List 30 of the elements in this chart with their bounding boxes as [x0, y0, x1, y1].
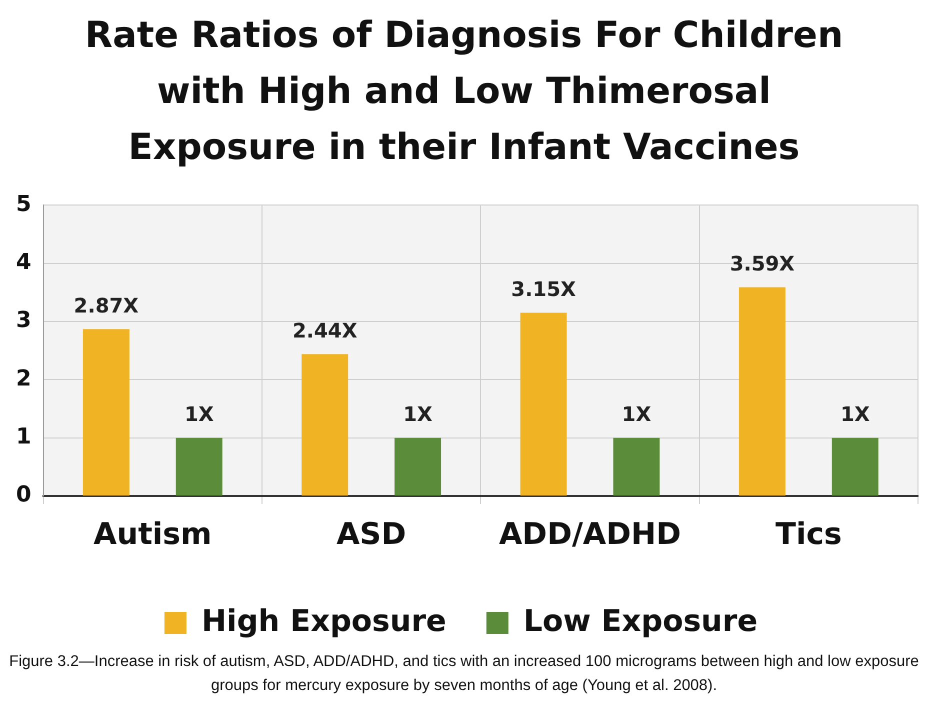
- y-tick-label: 0: [16, 482, 32, 508]
- data-label: 3.15X: [511, 277, 576, 301]
- x-tick-label: ADD/ADHD: [498, 516, 682, 552]
- data-label: 1X: [622, 402, 652, 426]
- data-label: 3.59X: [730, 251, 796, 276]
- x-tick-label: Tics: [775, 516, 842, 552]
- y-tick-label: 5: [16, 192, 32, 217]
- data-label: 1X: [840, 402, 870, 426]
- data-label: 2.87X: [74, 293, 140, 318]
- caption: Figure 3.2—Increase in risk of autism, ASD, ADD/ADHD, and tics with an increased 100 micrograms between high and low exposure groups for mercury exposure by seven months of age (Young et al. 2008).: [8, 652, 920, 696]
- legend-label: High Exposure: [201, 604, 446, 639]
- bar: [738, 287, 786, 496]
- bar: [82, 329, 130, 496]
- y-tick-label: 4: [16, 250, 32, 276]
- chart-title: Rate Ratios of Diagnosis For Children with High and Low Thimerosal Exposure in their Infant Vaccines: [84, 14, 844, 170]
- bar: [520, 312, 567, 496]
- x-tick-label: Autism: [93, 516, 212, 552]
- y-tick-label: 1: [16, 424, 32, 450]
- legend-label: Low Exposure: [523, 604, 758, 639]
- data-label: 1X: [184, 402, 214, 426]
- x-tick-label: ASD: [336, 516, 406, 552]
- bar: [832, 438, 878, 496]
- y-tick-label: 2: [16, 366, 32, 392]
- y-tick-label: 3: [16, 308, 32, 334]
- bar: [394, 438, 442, 496]
- data-label: 2.44X: [292, 318, 358, 342]
- bar: [302, 354, 348, 496]
- bar: [613, 438, 660, 496]
- data-label: 1X: [403, 402, 434, 426]
- bar: [176, 438, 222, 496]
